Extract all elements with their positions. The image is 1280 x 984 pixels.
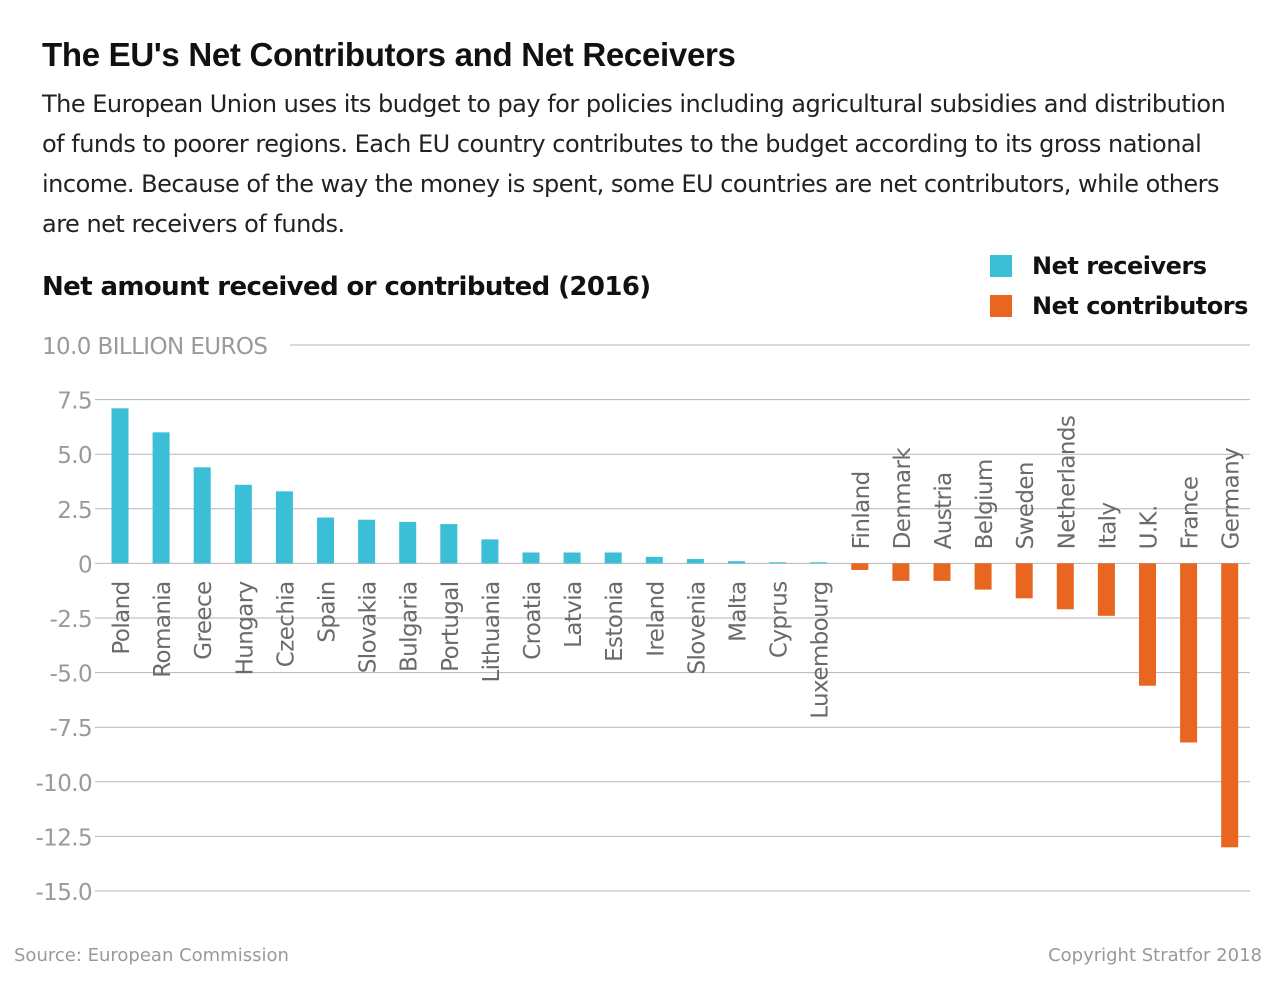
x-tick-label: Sweden xyxy=(1013,462,1039,549)
x-tick-label: France xyxy=(1178,477,1204,550)
y-tick-label: -10.0 xyxy=(35,771,92,797)
bar-estonia xyxy=(604,552,622,564)
x-tick-label: Germany xyxy=(1219,448,1245,550)
legend-item-receivers: Net receivers xyxy=(990,246,1248,286)
y-tick-label: 5.0 xyxy=(57,443,92,469)
bar-portugal xyxy=(440,524,458,564)
bar-poland xyxy=(111,408,129,564)
bar-lithuania xyxy=(481,539,499,564)
bar-latvia xyxy=(563,552,581,564)
bar-spain xyxy=(317,517,334,564)
bar-slovenia xyxy=(686,559,704,564)
bar-luxembourg xyxy=(810,562,828,564)
x-tick-label: Denmark xyxy=(890,447,916,550)
bar-italy xyxy=(1097,563,1115,616)
x-tick-label: Lithuania xyxy=(479,581,505,682)
bar-belgium xyxy=(974,563,992,590)
x-tick-label: Luxembourg xyxy=(808,581,834,718)
x-tick-label: Belgium xyxy=(972,459,998,549)
x-tick-label: Slovakia xyxy=(356,581,382,673)
x-tick-label: Spain xyxy=(315,581,341,642)
bar-hungary xyxy=(234,484,252,564)
y-tick-label: 7.5 xyxy=(57,389,92,415)
bar-romania xyxy=(152,432,170,564)
legend-swatch-receivers xyxy=(990,255,1012,277)
bar-czechia xyxy=(275,491,293,564)
y-tick-label: 0 xyxy=(78,552,92,578)
x-tick-label: Greece xyxy=(191,581,217,659)
x-tick-label: Italy xyxy=(1095,502,1121,549)
x-tick-label: Poland xyxy=(109,581,135,654)
legend-swatch-contributors xyxy=(990,295,1012,317)
y-tick-label: -2.5 xyxy=(50,607,92,633)
x-tick-label: Romania xyxy=(150,581,176,677)
legend-label-contributors: Net contributors xyxy=(1032,292,1248,320)
bar-malta xyxy=(728,561,745,564)
x-tick-label: Hungary xyxy=(232,581,258,675)
x-tick-label: Ireland xyxy=(643,581,669,656)
bar-denmark xyxy=(892,563,910,581)
bar-ireland xyxy=(645,556,663,564)
y-tick-label: -7.5 xyxy=(50,716,92,742)
x-tick-label: Austria xyxy=(931,472,957,549)
source-note: Source: European Commission xyxy=(14,945,289,966)
x-tick-label: U.K. xyxy=(1137,505,1163,549)
bar-sweden xyxy=(1015,563,1033,599)
legend-item-contributors: Net contributors xyxy=(990,286,1248,326)
legend: Net receivers Net contributors xyxy=(990,246,1248,326)
x-tick-label: Estonia xyxy=(602,581,628,661)
bar-bulgaria xyxy=(399,521,417,564)
x-tick-label: Cyprus xyxy=(767,581,793,658)
x-tick-label: Slovenia xyxy=(684,581,710,674)
bar-cyprus xyxy=(769,562,787,564)
x-tick-label: Bulgaria xyxy=(397,581,423,672)
bar-croatia xyxy=(522,552,540,564)
bar-austria xyxy=(933,563,951,581)
bars xyxy=(111,408,1239,848)
y-tick-label: -5.0 xyxy=(50,662,92,688)
y-tick-label: 10.0 BILLION EUROS xyxy=(42,334,267,360)
x-axis-labels: Poland Romania Greece Hungary Czechia Spain Sl… xyxy=(109,416,1245,719)
x-tick-label: Latvia xyxy=(561,581,587,647)
bar-finland xyxy=(851,563,869,570)
chart-heading: Net amount received or contributed (2016… xyxy=(42,272,651,302)
copyright-note: Copyright Stratfor 2018 xyxy=(1048,945,1262,966)
x-tick-label: Croatia xyxy=(520,581,546,659)
y-tick-label: 2.5 xyxy=(57,498,92,524)
grid: 10.0 BILLION EUROS 7.5 5.0 2.5 0 -2.5 -5.0 -7.5… xyxy=(35,334,1250,906)
x-tick-label: Finland xyxy=(849,471,875,549)
bar-germany xyxy=(1221,563,1239,848)
bar-netherlands xyxy=(1056,563,1074,610)
y-tick-label: -15.0 xyxy=(35,880,92,906)
bar-france xyxy=(1180,563,1198,743)
chart-title: The EU's Net Contributors and Net Receiv… xyxy=(42,36,736,73)
chart-subtitle: The European Union uses its budget to pa… xyxy=(42,90,1226,238)
x-tick-label: Czechia xyxy=(273,581,299,667)
bar-slovakia xyxy=(358,519,376,564)
x-tick-label: Netherlands xyxy=(1054,416,1080,550)
bar-chart: 10.0 BILLION EUROS 7.5 5.0 2.5 0 -2.5 -5.0 -7.5… xyxy=(35,334,1250,906)
bar-u-k xyxy=(1139,563,1156,686)
x-tick-label: Malta xyxy=(726,581,752,641)
x-tick-label: Portugal xyxy=(438,581,464,671)
bar-greece xyxy=(193,467,211,564)
y-tick-label: -12.5 xyxy=(35,825,92,851)
legend-label-receivers: Net receivers xyxy=(1032,252,1207,280)
